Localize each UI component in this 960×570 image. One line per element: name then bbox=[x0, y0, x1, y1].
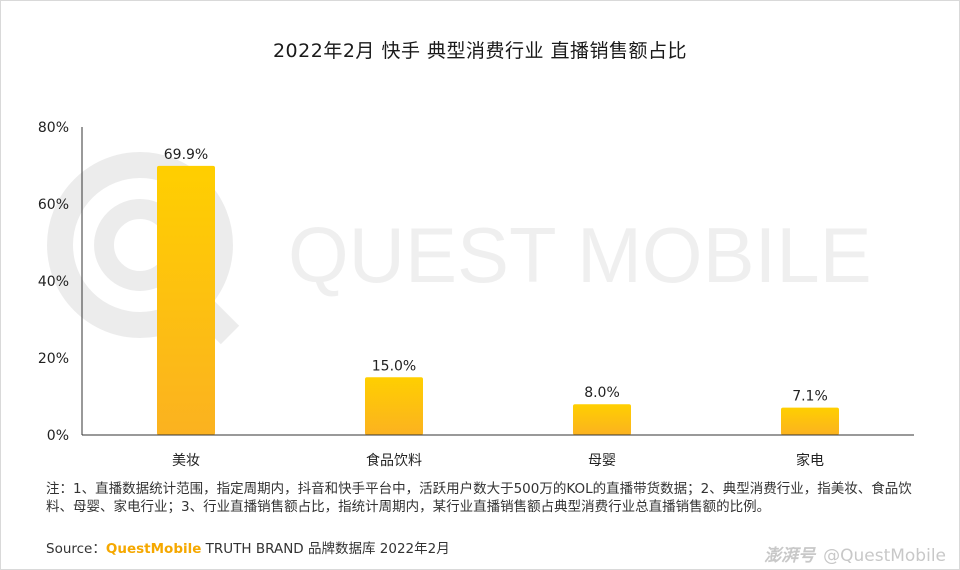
footnote: 注：1、直播数据统计范围，指定周期内，抖音和快手平台中，活跃用户数大于500万的… bbox=[46, 481, 912, 515]
bar bbox=[157, 165, 215, 435]
bar-value-label: 15.0% bbox=[372, 358, 416, 374]
bar bbox=[573, 404, 631, 435]
bar bbox=[365, 377, 423, 435]
x-tick-label: 食品饮料 bbox=[366, 452, 422, 469]
bar-value-label: 69.9% bbox=[164, 147, 208, 163]
watermark-text: QUEST MOBILE bbox=[288, 211, 872, 299]
x-tick-label: 母婴 bbox=[588, 453, 616, 469]
publisher-logo: 澎湃号 bbox=[764, 546, 816, 566]
source-prefix: Source： bbox=[46, 541, 106, 557]
source-line: Source：QuestMobile TRUTH BRAND 品牌数据库 202… bbox=[46, 537, 450, 557]
publisher-handle: @QuestMobile bbox=[823, 546, 946, 566]
bar-value-label: 8.0% bbox=[584, 385, 620, 401]
y-tick-label: 80% bbox=[38, 120, 69, 136]
x-tick-label: 美妆 bbox=[172, 453, 200, 469]
source-brand: QuestMobile bbox=[105, 541, 202, 557]
x-tick-label: 家电 bbox=[796, 452, 824, 469]
source-suffix: TRUTH BRAND 品牌数据库 2022年2月 bbox=[201, 541, 450, 557]
chart-title: 2022年2月 快手 典型消费行业 直播销售额占比 bbox=[272, 40, 688, 62]
y-tick-label: 60% bbox=[38, 197, 69, 213]
y-tick-label: 20% bbox=[38, 351, 69, 367]
bar bbox=[781, 407, 839, 435]
publisher-credit: 澎湃号 @QuestMobile bbox=[764, 541, 946, 566]
bar-value-label: 7.1% bbox=[792, 389, 828, 405]
y-tick-label: 0% bbox=[47, 428, 69, 444]
y-tick-label: 40% bbox=[38, 274, 69, 290]
